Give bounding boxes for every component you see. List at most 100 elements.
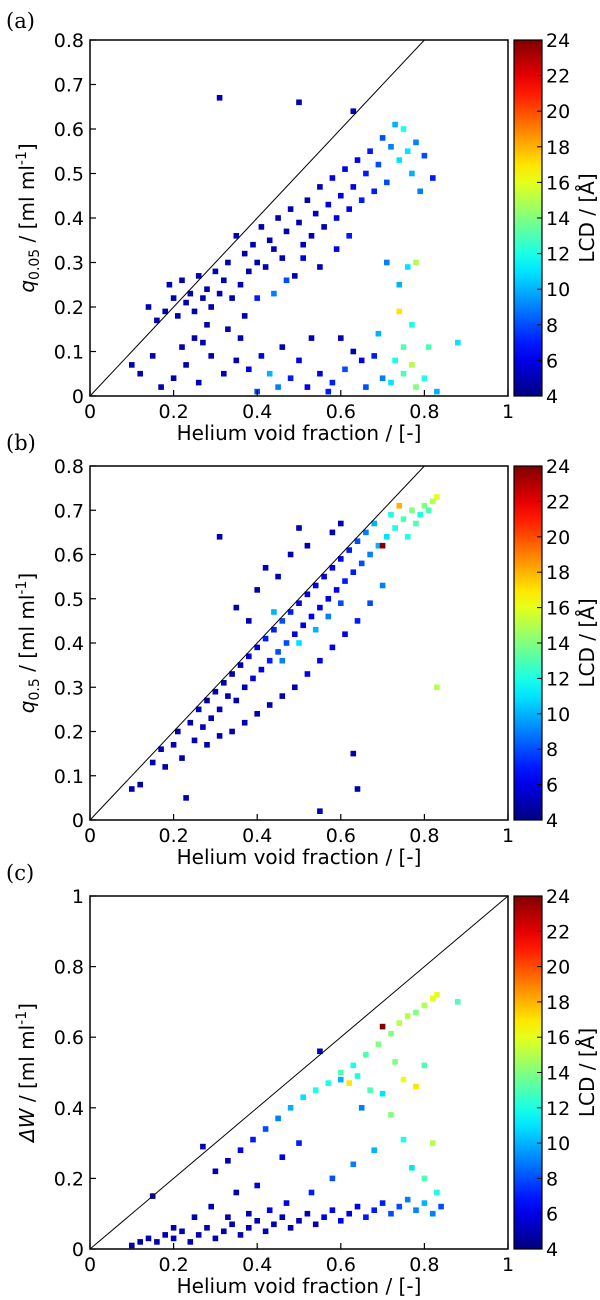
scatter-point <box>221 277 227 284</box>
scatter-point <box>371 353 377 359</box>
scatter-point <box>392 121 398 128</box>
scatter-point <box>342 366 348 373</box>
colorbar: 4 6 8 10 12 14 16 18 20 22 24 LCD / [Å] <box>513 456 599 832</box>
scatter-point <box>241 250 248 257</box>
scatter-point <box>363 1214 369 1220</box>
scatter-point <box>354 786 361 792</box>
scatter-point <box>183 795 189 801</box>
y-axis-label: ΔW / [ml ml-1] <box>14 1003 39 1144</box>
colorbar: 4 6 8 10 12 14 16 18 20 22 24 LCD / [Å] <box>513 30 599 408</box>
y-tick-label: 0.1 <box>54 342 84 364</box>
scatter-point <box>338 1218 344 1224</box>
scatter-point <box>421 1200 428 1206</box>
scatter-point <box>254 1182 260 1189</box>
scatter-point <box>204 1225 210 1231</box>
y-tick-label: 0.8 <box>54 957 84 979</box>
scatter-point <box>208 304 214 310</box>
scatter-point <box>187 1239 194 1245</box>
scatter-point <box>271 626 277 633</box>
scatter-point <box>329 565 336 571</box>
x-tick-label: 0 <box>84 825 96 847</box>
scatter-point <box>225 1214 231 1220</box>
scatter-point <box>137 370 143 377</box>
scatter-point <box>392 525 398 531</box>
scatter-point <box>371 1207 377 1213</box>
y-tick-label: 0.1 <box>54 766 84 788</box>
colorbar-tick-label: 8 <box>546 1168 558 1190</box>
scatter-point <box>275 573 281 580</box>
x-tick-label: 0.2 <box>158 825 188 847</box>
scatter-point <box>204 697 210 704</box>
colorbar-tick-label: 4 <box>546 810 558 832</box>
scatter-point <box>246 268 252 275</box>
scatter-point <box>350 569 357 575</box>
scatter-point <box>396 1203 403 1210</box>
y-tick-label: 0 <box>72 1239 84 1261</box>
scatter-point <box>233 233 240 239</box>
scatter-point <box>170 375 177 381</box>
y-tick-label: 0.2 <box>54 297 84 319</box>
scatter-point <box>346 233 352 239</box>
scatter-point <box>363 170 369 177</box>
scatter-point <box>250 241 256 248</box>
scatter-point <box>191 308 198 315</box>
scatter-point <box>404 1013 411 1019</box>
scatter-point <box>329 175 336 181</box>
y-tick-label: 0.6 <box>54 545 84 567</box>
scatter-point <box>129 786 135 792</box>
scatter-point <box>145 304 152 310</box>
scatter-point <box>279 657 286 664</box>
y-tick-label: 0.3 <box>54 677 84 699</box>
colorbar: 4 6 8 10 12 14 16 18 20 22 24 LCD / [Å] <box>513 886 599 1261</box>
scatter-point <box>296 600 302 606</box>
scatter-point <box>129 1242 135 1249</box>
scatter-point <box>338 600 344 606</box>
scatter-point <box>216 290 223 297</box>
y-tick-label: 0.6 <box>54 1027 84 1049</box>
scatter-point <box>254 259 260 266</box>
scatter-point <box>304 542 311 549</box>
scatter-point <box>187 719 194 726</box>
scatter-point <box>413 259 419 266</box>
scatter-point <box>216 706 223 713</box>
scatter-point <box>317 370 323 377</box>
colorbar-tick-label: 22 <box>546 66 570 88</box>
scatter-point <box>200 1143 206 1150</box>
scatter-point <box>287 375 294 381</box>
scatter-point <box>338 192 344 199</box>
y-tick-label: 0.2 <box>54 722 84 744</box>
scatter-point <box>262 264 269 270</box>
colorbar-tick-label: 16 <box>546 1027 570 1049</box>
scatter-point <box>175 728 181 735</box>
scatter-points <box>129 992 461 1249</box>
scatter-point <box>350 108 357 114</box>
scatter-point <box>379 1200 386 1206</box>
colorbar-tick-label: 12 <box>546 1098 570 1120</box>
y-tick-label: 0.8 <box>54 30 84 52</box>
scatter-point <box>342 631 348 637</box>
scatter-point <box>204 322 210 328</box>
diagonal-line <box>89 39 425 397</box>
scatter-point <box>346 206 352 212</box>
scatter-point <box>158 746 164 752</box>
scatter-point <box>262 1228 269 1235</box>
scatter-point <box>208 353 214 359</box>
scatter-point <box>421 375 428 381</box>
scatter-point <box>375 161 382 168</box>
scatter-point <box>300 241 306 248</box>
scatter-point <box>221 370 227 377</box>
y-tick-label: 0.5 <box>54 589 84 611</box>
scatter-point <box>371 188 377 195</box>
scatter-point <box>229 671 235 677</box>
scatter-point <box>258 353 265 359</box>
scatter-point <box>304 197 311 203</box>
scatter-point <box>455 999 461 1005</box>
scatter-point <box>195 706 202 713</box>
colorbar-label: LCD / [Å] <box>575 598 599 687</box>
scatter-point <box>333 215 340 221</box>
scatter-point <box>279 1214 286 1220</box>
scatter-point <box>350 348 357 355</box>
colorbar-tick-label: 18 <box>546 137 570 159</box>
plot-frame <box>89 895 509 1250</box>
scatter-point <box>430 1140 436 1146</box>
